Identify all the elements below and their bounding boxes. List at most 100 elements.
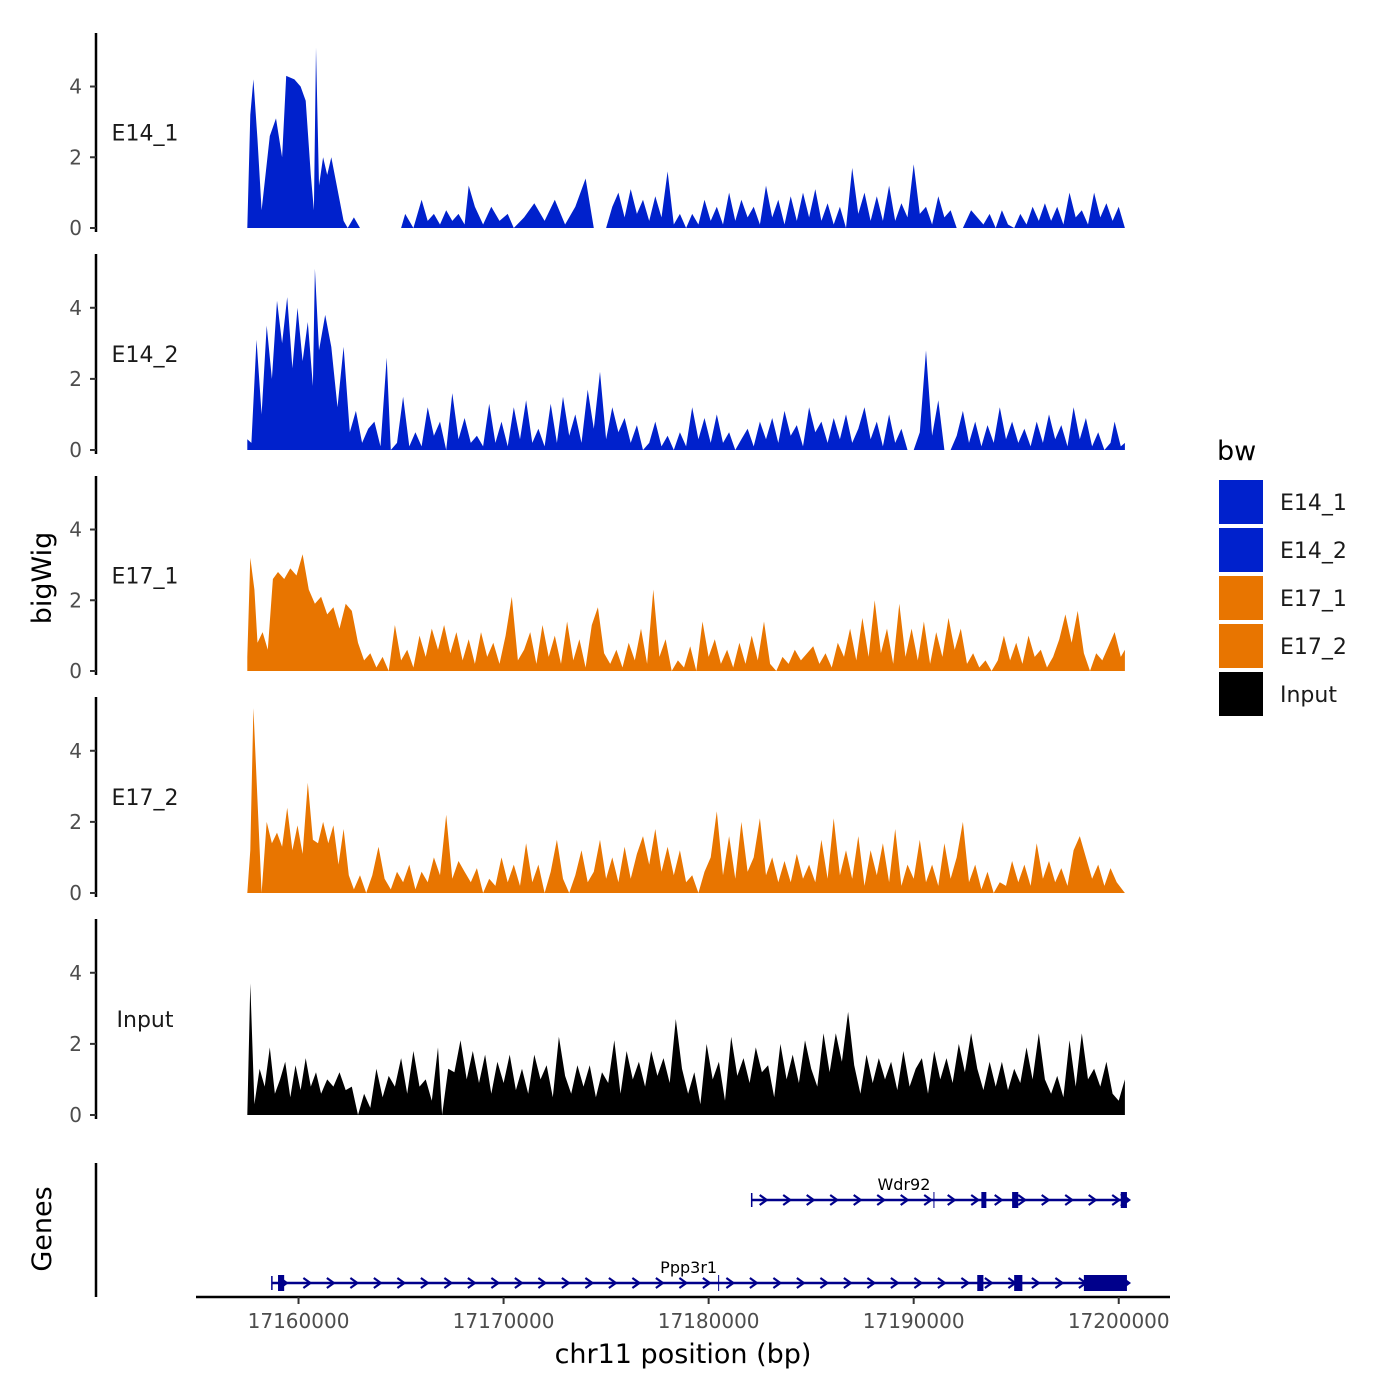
strand-arrow — [373, 1277, 383, 1289]
legend-item: E17_1 — [1219, 576, 1347, 620]
x-axis-title: chr11 position (bp) — [555, 1339, 812, 1370]
y-tick-label: 2 — [69, 367, 82, 391]
strand-arrow — [923, 1194, 934, 1206]
legend-item: E14_1 — [1219, 480, 1347, 524]
x-tick-label: 17190000 — [863, 1309, 965, 1333]
strand-arrow — [913, 1277, 924, 1289]
strand-arrow — [970, 1194, 981, 1206]
legend-label: E17_2 — [1280, 635, 1347, 660]
gene-label: Wdr92 — [877, 1175, 930, 1194]
track-E17_1: 0 2 4 E17_1 — [69, 476, 1125, 683]
y-tick-label: 0 — [69, 216, 82, 240]
strand-arrow — [608, 1277, 618, 1289]
legend-swatch — [1219, 672, 1263, 716]
y-tick-label: 2 — [69, 810, 82, 834]
exon — [977, 1275, 984, 1291]
strand-arrow — [1054, 1277, 1065, 1289]
legend-item: E17_2 — [1219, 624, 1347, 668]
coverage-area-E14_1 — [247, 47, 1125, 228]
track-label: E14_1 — [112, 122, 179, 147]
exon — [1120, 1192, 1127, 1208]
strand-arrow — [584, 1277, 595, 1289]
legend-label: E17_1 — [1280, 587, 1347, 612]
strand-arrow — [876, 1194, 887, 1206]
strand-arrow — [514, 1277, 524, 1289]
gene-end-arrow — [1120, 1276, 1132, 1290]
strand-arrow — [490, 1277, 501, 1289]
legend-swatch — [1219, 528, 1263, 572]
coverage-area-E17_2 — [247, 708, 1125, 893]
gene-label: Ppp3r1 — [660, 1258, 717, 1277]
coverage-area-Input — [247, 983, 1125, 1115]
coverage-area-E14_2 — [247, 268, 1125, 450]
exon — [1083, 1275, 1127, 1291]
strand-arrow — [326, 1277, 336, 1289]
legend-swatch — [1219, 624, 1263, 668]
strand-arrow — [759, 1194, 769, 1206]
strand-arrow — [782, 1194, 793, 1206]
gene-Wdr92: Wdr92 — [750, 1175, 1132, 1208]
strand-arrow — [843, 1277, 853, 1289]
strand-arrow — [1111, 1194, 1122, 1206]
strand-arrow — [994, 1194, 1004, 1206]
strand-arrow — [631, 1277, 642, 1289]
genes-track: Wdr92 Ppp3r1 — [94, 1163, 1132, 1297]
bigwig-tracks: 0 2 4 E14_1 0 2 4 E14_2 0 2 4 E17_1 0 2 4 E17_2 0 2 4 Input — [69, 33, 1125, 1127]
exon — [1012, 1192, 1019, 1208]
strand-arrow — [866, 1277, 877, 1289]
legend-label: E14_1 — [1280, 491, 1347, 516]
strand-arrow — [890, 1277, 900, 1289]
x-tick-label: 17160000 — [248, 1309, 350, 1333]
genes-axis-title: Genes — [27, 1186, 58, 1271]
strand-arrow — [302, 1277, 313, 1289]
strand-arrow — [819, 1277, 830, 1289]
y-tick-label: 2 — [69, 588, 82, 612]
strand-arrow — [947, 1194, 957, 1206]
strand-arrow — [349, 1277, 360, 1289]
legend-item: E14_2 — [1219, 528, 1347, 572]
strand-arrow — [655, 1277, 665, 1289]
x-tick-label: 17200000 — [1068, 1309, 1170, 1333]
strand-arrow — [796, 1277, 806, 1289]
gene-Ppp3r1: Ppp3r1 — [271, 1258, 1132, 1291]
strand-arrow — [443, 1277, 454, 1289]
y-tick-label: 0 — [69, 1103, 82, 1127]
track-label: E17_2 — [112, 786, 179, 811]
strand-arrow — [960, 1277, 971, 1289]
y-tick-label: 4 — [69, 961, 82, 985]
legend-title: bw — [1217, 436, 1256, 467]
y-tick-label: 2 — [69, 145, 82, 169]
strand-arrow — [1064, 1194, 1075, 1206]
track-label: E17_1 — [112, 565, 179, 590]
strand-arrow — [772, 1277, 783, 1289]
strand-arrow — [561, 1277, 571, 1289]
strand-arrow — [725, 1277, 736, 1289]
track-E17_2: 0 2 4 E17_2 — [69, 697, 1125, 905]
exon — [278, 1275, 285, 1291]
legend-swatch — [1219, 480, 1263, 524]
y-tick-label: 0 — [69, 881, 82, 905]
strand-arrow — [396, 1277, 407, 1289]
legend-swatch — [1219, 576, 1263, 620]
strand-arrow — [937, 1277, 947, 1289]
strand-arrow — [678, 1277, 689, 1289]
y-tick-label: 4 — [69, 296, 82, 320]
strand-arrow — [853, 1194, 863, 1206]
coverage-area-E17_1 — [247, 554, 1125, 671]
exon — [1014, 1275, 1023, 1291]
y-tick-label: 0 — [69, 438, 82, 462]
x-tick-label: 17180000 — [658, 1309, 760, 1333]
x-axis: 17160000 17170000 17180000 17190000 17200000 — [196, 1295, 1170, 1333]
strand-arrow — [1031, 1277, 1041, 1289]
strand-arrow — [749, 1277, 759, 1289]
track-label: Input — [117, 1008, 174, 1033]
strand-arrow — [829, 1194, 840, 1206]
strand-arrow — [420, 1277, 430, 1289]
y-tick-label: 2 — [69, 1032, 82, 1056]
strand-arrow — [984, 1277, 994, 1289]
exon — [981, 1192, 987, 1208]
strand-arrow — [467, 1277, 477, 1289]
y-tick-label: 4 — [69, 75, 82, 99]
legend-item: Input — [1219, 672, 1337, 716]
